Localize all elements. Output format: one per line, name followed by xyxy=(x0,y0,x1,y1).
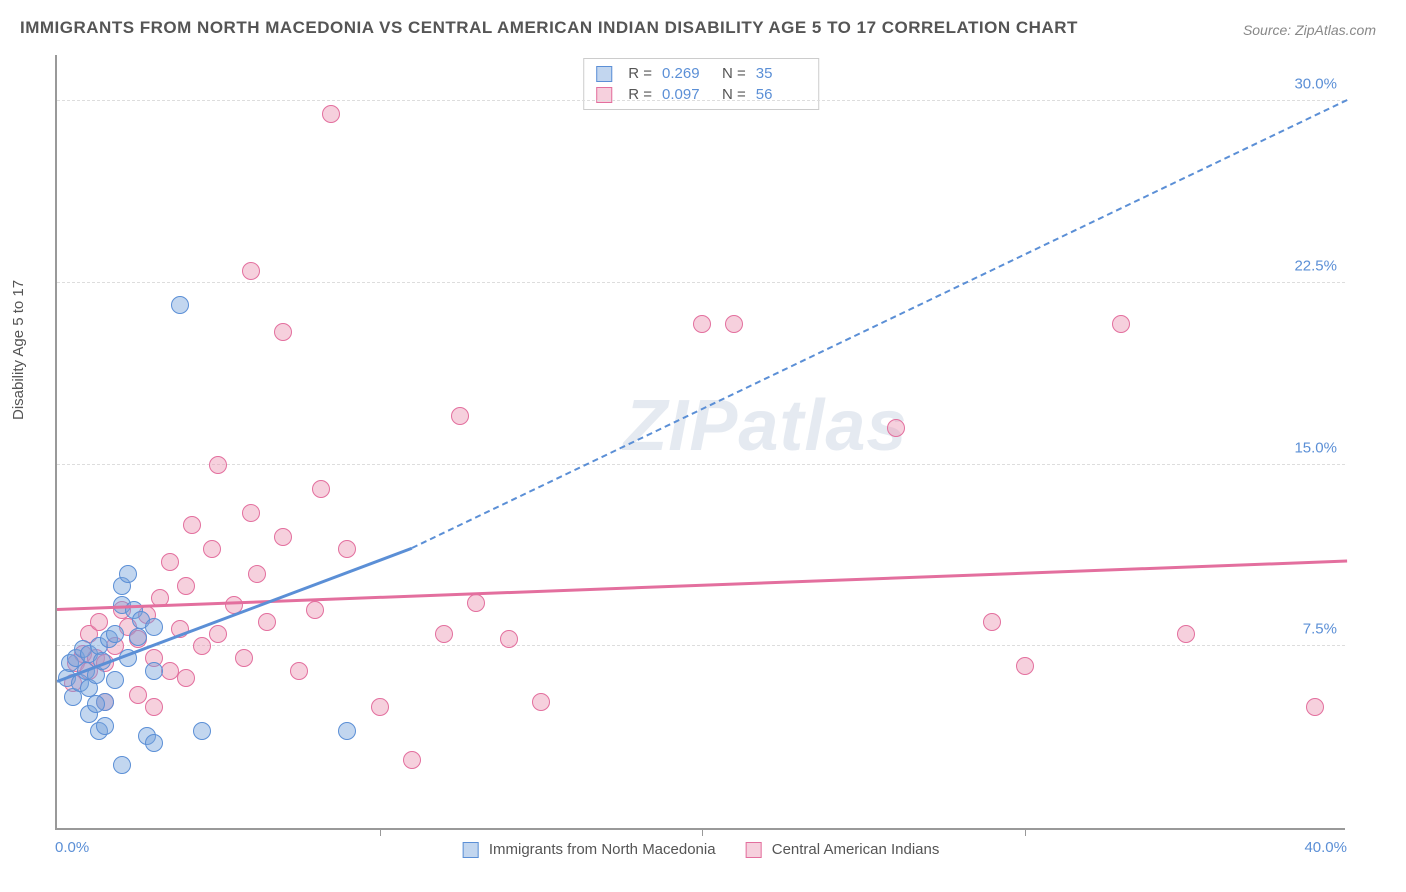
scatter-point xyxy=(693,315,711,333)
scatter-point xyxy=(242,504,260,522)
scatter-point xyxy=(129,686,147,704)
scatter-point xyxy=(1177,625,1195,643)
legend-item-series-1: Central American Indians xyxy=(746,841,940,858)
scatter-point xyxy=(338,540,356,558)
legend-label: Central American Indians xyxy=(772,841,940,858)
stat-label-r: R = xyxy=(628,65,652,82)
source-attribution: Source: ZipAtlas.com xyxy=(1243,22,1376,38)
scatter-point xyxy=(106,625,124,643)
scatter-point xyxy=(242,262,260,280)
scatter-point xyxy=(451,407,469,425)
scatter-point xyxy=(532,693,550,711)
x-tick-mark xyxy=(380,828,381,836)
scatter-point xyxy=(90,613,108,631)
legend-swatch-icon xyxy=(746,842,762,858)
scatter-point xyxy=(983,613,1001,631)
scatter-point xyxy=(1016,657,1034,675)
scatter-point xyxy=(145,618,163,636)
x-tick-mark xyxy=(1025,828,1026,836)
legend-label: Immigrants from North Macedonia xyxy=(489,841,716,858)
scatter-point xyxy=(338,722,356,740)
scatter-point xyxy=(129,628,147,646)
legend-item-series-0: Immigrants from North Macedonia xyxy=(463,841,716,858)
scatter-point xyxy=(193,637,211,655)
scatter-point xyxy=(322,105,340,123)
trend-line xyxy=(57,547,413,683)
stat-label-n: N = xyxy=(722,65,746,82)
scatter-point xyxy=(274,323,292,341)
stat-value-n: 35 xyxy=(756,65,806,82)
scatter-point xyxy=(161,553,179,571)
legend-swatch-icon xyxy=(463,842,479,858)
legend-swatch-icon xyxy=(596,66,612,82)
scatter-point xyxy=(209,456,227,474)
scatter-point xyxy=(193,722,211,740)
scatter-point xyxy=(177,577,195,595)
scatter-point xyxy=(725,315,743,333)
y-tick-label: 15.0% xyxy=(1294,439,1337,456)
scatter-point xyxy=(274,528,292,546)
scatter-point xyxy=(113,756,131,774)
scatter-point xyxy=(145,698,163,716)
scatter-point xyxy=(235,649,253,667)
scatter-point xyxy=(500,630,518,648)
scatter-point xyxy=(119,565,137,583)
scatter-point xyxy=(87,695,105,713)
gridline-horizontal xyxy=(57,464,1345,465)
stat-value-r: 0.269 xyxy=(662,65,712,82)
scatter-point xyxy=(248,565,266,583)
stats-legend-box: R = 0.269 N = 35 R = 0.097 N = 56 xyxy=(583,58,819,110)
scatter-point xyxy=(312,480,330,498)
plot-area: ZIPatlas R = 0.269 N = 35 R = 0.097 N = … xyxy=(55,55,1345,830)
y-axis-label: Disability Age 5 to 17 xyxy=(10,280,27,420)
y-tick-label: 7.5% xyxy=(1303,621,1337,638)
x-tick-mark xyxy=(702,828,703,836)
y-tick-label: 22.5% xyxy=(1294,258,1337,275)
gridline-horizontal xyxy=(57,282,1345,283)
scatter-point xyxy=(1306,698,1324,716)
trend-line-extrapolated xyxy=(411,100,1347,550)
x-axis-legend: Immigrants from North Macedonia Central … xyxy=(463,841,940,858)
scatter-point xyxy=(887,419,905,437)
y-tick-label: 30.0% xyxy=(1294,76,1337,93)
chart-title: IMMIGRANTS FROM NORTH MACEDONIA VS CENTR… xyxy=(20,18,1078,38)
scatter-point xyxy=(183,516,201,534)
scatter-point xyxy=(96,717,114,735)
scatter-point xyxy=(209,625,227,643)
scatter-point xyxy=(145,662,163,680)
scatter-point xyxy=(203,540,221,558)
scatter-point xyxy=(435,625,453,643)
gridline-horizontal xyxy=(57,100,1345,101)
stats-row-series-0: R = 0.269 N = 35 xyxy=(596,63,806,84)
scatter-point xyxy=(467,594,485,612)
scatter-point xyxy=(171,296,189,314)
scatter-point xyxy=(371,698,389,716)
scatter-point xyxy=(403,751,421,769)
scatter-point xyxy=(290,662,308,680)
scatter-point xyxy=(1112,315,1130,333)
gridline-horizontal xyxy=(57,645,1345,646)
x-tick-label-max: 40.0% xyxy=(1304,839,1347,856)
scatter-point xyxy=(177,669,195,687)
chart-container: IMMIGRANTS FROM NORTH MACEDONIA VS CENTR… xyxy=(0,0,1406,892)
scatter-point xyxy=(106,671,124,689)
stats-row-series-1: R = 0.097 N = 56 xyxy=(596,84,806,105)
scatter-point xyxy=(145,734,163,752)
scatter-point xyxy=(258,613,276,631)
scatter-point xyxy=(306,601,324,619)
x-tick-label-min: 0.0% xyxy=(55,839,89,856)
